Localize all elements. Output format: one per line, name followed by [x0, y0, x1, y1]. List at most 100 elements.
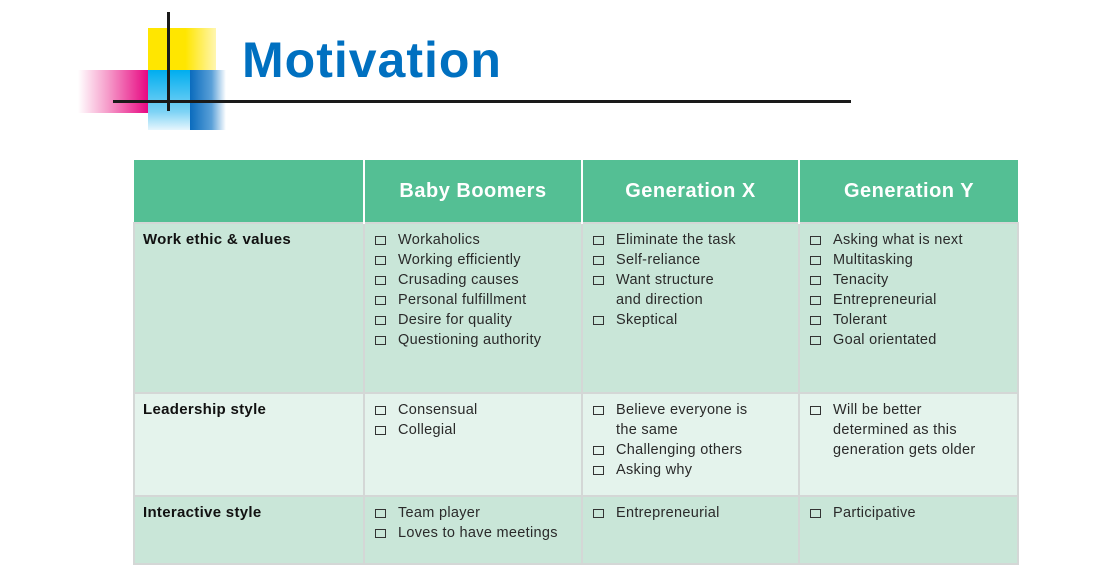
- bullet-list: Workaholics Working efficiently Crusading …: [373, 230, 573, 350]
- checkbox-bullet-icon: [375, 509, 386, 518]
- checkbox-bullet-icon: [375, 529, 386, 538]
- row-label: Work ethic & values: [133, 222, 365, 394]
- list-item: Entrepreneurial: [808, 290, 1009, 310]
- list-item: Will be better determined as this genera…: [808, 400, 1009, 460]
- list-item: Crusading causes: [373, 270, 573, 290]
- checkbox-bullet-icon: [810, 509, 821, 518]
- checkbox-bullet-icon: [375, 236, 386, 245]
- list-item-text: Skeptical: [616, 312, 678, 328]
- list-item: Believe everyone is the same: [591, 400, 790, 440]
- table-cell: Will be better determined as this genera…: [798, 392, 1019, 497]
- list-item-text: Challenging others: [616, 442, 743, 458]
- table-cell: Participative: [798, 495, 1019, 565]
- row-label: Interactive style: [133, 495, 365, 565]
- list-item-text: Tenacity: [833, 272, 889, 288]
- header-row: Baby Boomers Generation X Generation Y: [134, 160, 1018, 223]
- vertical-rule: [167, 12, 170, 111]
- checkbox-bullet-icon: [810, 336, 821, 345]
- list-item: Want structure and direction: [591, 270, 790, 310]
- list-item-text: Tolerant: [833, 312, 887, 328]
- list-item-text: Eliminate the task: [616, 232, 736, 248]
- list-item: Self-reliance: [591, 250, 790, 270]
- list-item-text: Asking why: [616, 462, 693, 478]
- checkbox-bullet-icon: [375, 296, 386, 305]
- list-item-text: Crusading causes: [398, 272, 519, 288]
- list-item: Consensual: [373, 400, 573, 420]
- table-cell: Workaholics Working efficiently Crusading …: [363, 222, 583, 394]
- bullet-list: Will be better determined as this genera…: [808, 400, 1009, 460]
- list-item: Asking what is next: [808, 230, 1009, 250]
- checkbox-bullet-icon: [593, 509, 604, 518]
- list-item-text: Collegial: [398, 422, 457, 438]
- checkbox-bullet-icon: [593, 256, 604, 265]
- list-item: Asking why: [591, 460, 790, 480]
- bullet-list: Eliminate the task Self-reliance Want stru…: [591, 230, 790, 330]
- checkbox-bullet-icon: [810, 316, 821, 325]
- checkbox-bullet-icon: [375, 256, 386, 265]
- title-underline: [113, 100, 851, 103]
- checkbox-bullet-icon: [375, 336, 386, 345]
- magenta-square: [78, 70, 150, 113]
- list-item: Eliminate the task: [591, 230, 790, 250]
- column-header: Generation Y: [798, 160, 1018, 223]
- list-item-text: Multitasking: [833, 252, 914, 268]
- table-row: Work ethic & values Workaholics Working ef…: [133, 222, 1019, 394]
- header-corner: [134, 160, 365, 223]
- yellow-square: [148, 28, 216, 71]
- list-item: Questioning authority: [373, 330, 573, 350]
- checkbox-bullet-icon: [593, 406, 604, 415]
- checkbox-bullet-icon: [810, 406, 821, 415]
- bullet-list: Participative: [808, 503, 1009, 523]
- page-title: Motivation: [242, 32, 502, 88]
- generations-table: Baby Boomers Generation X Generation Y Wor…: [133, 160, 1019, 565]
- checkbox-bullet-icon: [810, 296, 821, 305]
- list-item-text: Participative: [833, 505, 916, 521]
- checkbox-bullet-icon: [375, 426, 386, 435]
- list-item: Loves to have meetings: [373, 523, 573, 543]
- list-item-text: Questioning authority: [398, 332, 542, 348]
- list-item: Entrepreneurial: [591, 503, 790, 523]
- list-item-text: Entrepreneurial: [833, 292, 937, 308]
- list-item-text: Workaholics: [398, 232, 481, 248]
- table-cell: Eliminate the task Self-reliance Want stru…: [581, 222, 800, 394]
- list-item: Multitasking: [808, 250, 1009, 270]
- list-item-text: Will be better determined as this genera…: [833, 402, 976, 458]
- row-label: Leadership style: [133, 392, 365, 497]
- list-item: Desire for quality: [373, 310, 573, 330]
- list-item: Team player: [373, 503, 573, 523]
- list-item: Goal orientated: [808, 330, 1009, 350]
- bullet-list: Consensual Collegial: [373, 400, 573, 440]
- list-item: Working efficiently: [373, 250, 573, 270]
- list-item-text: Consensual: [398, 402, 478, 418]
- list-item: Collegial: [373, 420, 573, 440]
- checkbox-bullet-icon: [375, 406, 386, 415]
- table-cell: Believe everyone is the same Challenging …: [581, 392, 800, 497]
- list-item: Workaholics: [373, 230, 573, 250]
- list-item: Personal fulfillment: [373, 290, 573, 310]
- checkbox-bullet-icon: [593, 446, 604, 455]
- checkbox-bullet-icon: [375, 276, 386, 285]
- column-header: Generation X: [581, 160, 800, 223]
- list-item: Challenging others: [591, 440, 790, 460]
- checkbox-bullet-icon: [593, 276, 604, 285]
- list-item-text: Asking what is next: [833, 232, 963, 248]
- list-item-text: Want structure and direction: [616, 272, 714, 308]
- list-item-text: Team player: [398, 505, 481, 521]
- bullet-list: Believe everyone is the same Challenging …: [591, 400, 790, 480]
- list-item-text: Loves to have meetings: [398, 525, 558, 541]
- checkbox-bullet-icon: [593, 236, 604, 245]
- table-cell: Consensual Collegial: [363, 392, 583, 497]
- list-item-text: Goal orientated: [833, 332, 937, 348]
- list-item-text: Desire for quality: [398, 312, 513, 328]
- list-item-text: Self-reliance: [616, 252, 701, 268]
- list-item-text: Believe everyone is the same: [616, 402, 748, 438]
- bullet-list: Entrepreneurial: [591, 503, 790, 523]
- checkbox-bullet-icon: [593, 466, 604, 475]
- list-item: Participative: [808, 503, 1009, 523]
- checkbox-bullet-icon: [375, 316, 386, 325]
- list-item-text: Entrepreneurial: [616, 505, 720, 521]
- checkbox-bullet-icon: [810, 256, 821, 265]
- list-item: Tenacity: [808, 270, 1009, 290]
- table-cell: Asking what is next Multitasking Tenacity E…: [798, 222, 1019, 394]
- list-item: Skeptical: [591, 310, 790, 330]
